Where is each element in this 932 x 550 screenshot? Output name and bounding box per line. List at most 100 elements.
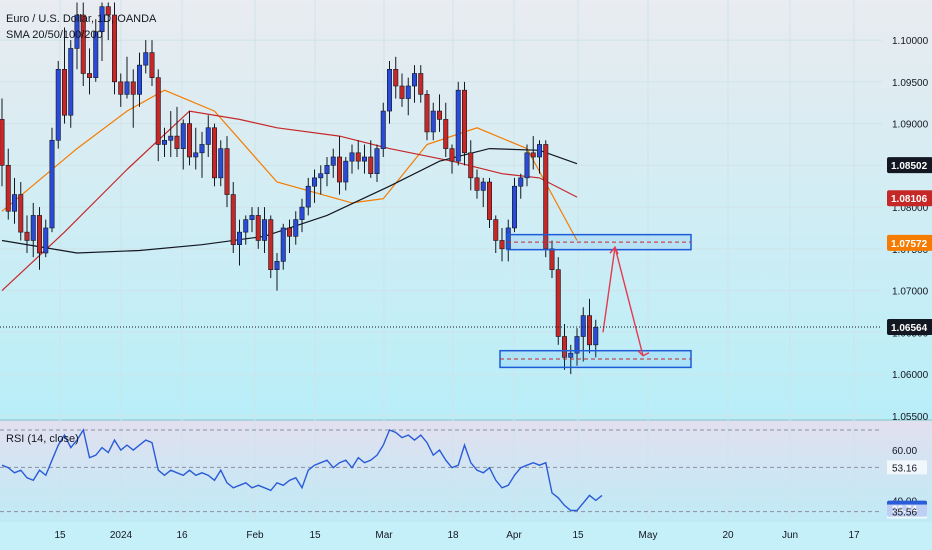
candle	[280, 223, 286, 270]
pane-separator[interactable]	[0, 419, 932, 421]
candle-body	[486, 181, 492, 220]
rsi-tick-label: 60.00	[892, 446, 917, 457]
candle	[474, 169, 480, 199]
candle	[218, 140, 224, 187]
time-tick-label: 15	[309, 530, 321, 541]
time-tick-label: 15	[572, 530, 584, 541]
annotations	[0, 233, 882, 369]
candle	[536, 140, 542, 174]
candle-body	[274, 261, 280, 271]
candle-body	[530, 152, 536, 158]
candle	[311, 169, 317, 203]
candle	[24, 215, 30, 254]
price-tag-label: 1.08502	[891, 161, 928, 172]
rsi-tag-lower-band: 35.56	[887, 504, 927, 519]
candle	[518, 173, 524, 199]
candle	[355, 140, 361, 170]
candle-body	[61, 69, 67, 116]
candle-body	[249, 215, 255, 220]
candle	[343, 156, 349, 191]
candle	[261, 207, 267, 254]
candle-body	[299, 206, 305, 220]
candle-body	[55, 69, 61, 141]
candle-body	[212, 127, 218, 179]
candle-body	[280, 227, 286, 262]
candle	[286, 219, 292, 254]
candle-body	[130, 81, 136, 95]
candle	[374, 144, 380, 183]
candle	[555, 257, 561, 345]
candle-body	[143, 52, 149, 66]
candle	[480, 177, 486, 208]
candle-body	[399, 85, 405, 99]
price-tick-label: 1.07000	[892, 287, 929, 298]
candle	[305, 177, 311, 216]
rsi-tag-box	[887, 460, 927, 475]
candle-body	[574, 336, 580, 354]
time-tick-label: Jun	[782, 530, 798, 541]
candle	[399, 73, 405, 107]
time-axis[interactable]: 15 2024 16 Feb 15 Mar 18 Apr 15 May 20 Jun 17	[54, 530, 860, 541]
price-tag-box	[887, 234, 932, 251]
main-pane-background	[0, 0, 932, 420]
grid-lines	[0, 0, 882, 522]
ma-line-sma-50	[1, 110, 578, 292]
price-tick-label: 1.05500	[892, 412, 929, 423]
candle	[36, 207, 42, 270]
candle	[212, 123, 218, 187]
candle	[249, 207, 255, 233]
candle	[543, 140, 549, 258]
candle-body	[505, 227, 511, 250]
candle	[149, 40, 155, 87]
candle	[180, 119, 186, 170]
indicator-label: SMA 20/50/100/200	[6, 29, 103, 41]
candle	[336, 136, 342, 195]
candle	[293, 211, 299, 245]
arrowhead-up	[609, 245, 619, 255]
candle	[455, 81, 461, 166]
candle	[255, 207, 261, 249]
candle-body	[405, 85, 411, 99]
candle-body	[199, 144, 205, 154]
candle-body	[237, 231, 243, 245]
price-axis[interactable]: 1.100001.095001.090001.085001.080001.075…	[887, 36, 932, 423]
rsi-pane-background	[0, 420, 932, 522]
candles	[0, 2, 599, 375]
candle-body	[105, 6, 111, 16]
candle	[30, 202, 36, 258]
candle	[380, 102, 386, 157]
candle	[80, 2, 86, 87]
candle-body	[261, 219, 267, 241]
candle-body	[193, 152, 199, 158]
time-tick-label: 17	[848, 530, 860, 541]
candle	[174, 106, 180, 157]
candle-body	[286, 227, 292, 237]
candle	[436, 94, 442, 132]
rsi-tag-label: 53.16	[892, 463, 917, 474]
candle-body	[455, 89, 461, 162]
candle-body	[118, 81, 124, 95]
price-tick-label: 1.06000	[892, 370, 929, 381]
candle	[112, 2, 118, 95]
candle-body	[12, 194, 18, 212]
candle-body	[174, 135, 180, 149]
time-tick-label: May	[639, 530, 658, 541]
rsi-tag-upper-band: 53.16	[887, 460, 927, 475]
candle	[68, 40, 74, 128]
candle-body	[74, 14, 80, 49]
candle	[274, 253, 280, 291]
candle-body	[324, 165, 330, 174]
candle-body	[468, 152, 474, 179]
candle-body	[580, 315, 586, 337]
candle	[268, 215, 274, 279]
candle	[349, 144, 355, 174]
candle-body	[555, 269, 561, 337]
candle-body	[355, 152, 361, 162]
candle	[118, 73, 124, 107]
candle-body	[230, 194, 236, 245]
candle	[586, 298, 592, 354]
candle-body	[361, 156, 367, 162]
candle-body	[87, 73, 93, 78]
